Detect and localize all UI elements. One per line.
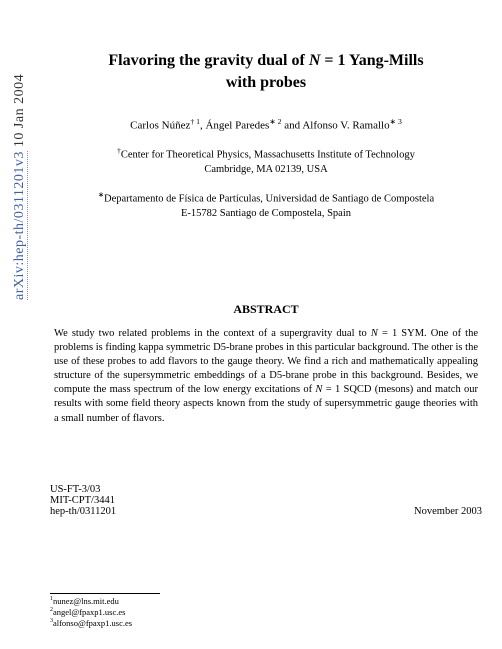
affil1-line1: Center for Theoretical Physics, Massachu… (121, 149, 415, 160)
abs-cal1: N (371, 328, 378, 339)
arxiv-date: 10 Jan 2004 (12, 74, 27, 151)
fn1: nunez@lns.mit.edu (53, 596, 119, 606)
affil2-line1: Departamento de Física de Partículas, Un… (104, 193, 434, 204)
author-line: Carlos Núñez† 1, Ángel Paredes∗ 2 and Al… (50, 117, 482, 132)
title-cal-n: N (309, 52, 321, 69)
id-2: MIT-CPT/3441 (50, 495, 482, 506)
report-ids: US-FT-3/03 MIT-CPT/3441 hep-th/0311201 N… (50, 484, 482, 517)
arxiv-id-link[interactable]: arXiv:hep-th/0311201v3 (12, 151, 28, 300)
sep2: and (282, 120, 303, 132)
affiliation-1: †Center for Theoretical Physics, Massach… (50, 146, 482, 178)
paper-date: November 2003 (414, 506, 482, 517)
title-pre: Flavoring the gravity dual of (108, 52, 308, 69)
author-2-marks: ∗ 2 (269, 117, 281, 126)
author-2: Ángel Paredes (205, 120, 269, 132)
affil1-line2: Cambridge, MA 02139, USA (204, 164, 327, 175)
author-1: Carlos Núñez (130, 120, 190, 132)
fn2: angel@fpaxp1.usc.es (53, 607, 126, 617)
affiliation-2: ∗Departamento de Física de Partículas, U… (50, 190, 482, 222)
author-3: Alfonso V. Ramallo (302, 120, 389, 132)
author-3-marks: ∗ 3 (390, 117, 402, 126)
arxiv-stamp: arXiv:hep-th/0311201v3 10 Jan 2004 (12, 74, 28, 300)
abstract-heading: ABSTRACT (50, 302, 482, 317)
fn3: alfonso@fpaxp1.usc.es (53, 618, 132, 628)
id-3: hep-th/0311201 (50, 506, 116, 517)
footnote-rule (50, 593, 160, 594)
paper-title: Flavoring the gravity dual of N = 1 Yang… (50, 50, 482, 93)
abs-a: We study two related problems in the con… (54, 328, 371, 339)
author-1-marks: † 1 (190, 117, 200, 126)
page-content: Flavoring the gravity dual of N = 1 Yang… (50, 50, 482, 629)
abstract-text: We study two related problems in the con… (54, 327, 478, 426)
id-1: US-FT-3/03 (50, 484, 482, 495)
affil2-line2: E-15782 Santiago de Compostela, Spain (181, 208, 351, 219)
title-eq: = 1 (320, 52, 345, 69)
title-post: Yang-Mills (346, 52, 424, 69)
title-line2: with probes (226, 74, 306, 91)
footnotes: 1nunez@lns.mit.edu 2angel@fpaxp1.usc.es … (50, 593, 160, 629)
